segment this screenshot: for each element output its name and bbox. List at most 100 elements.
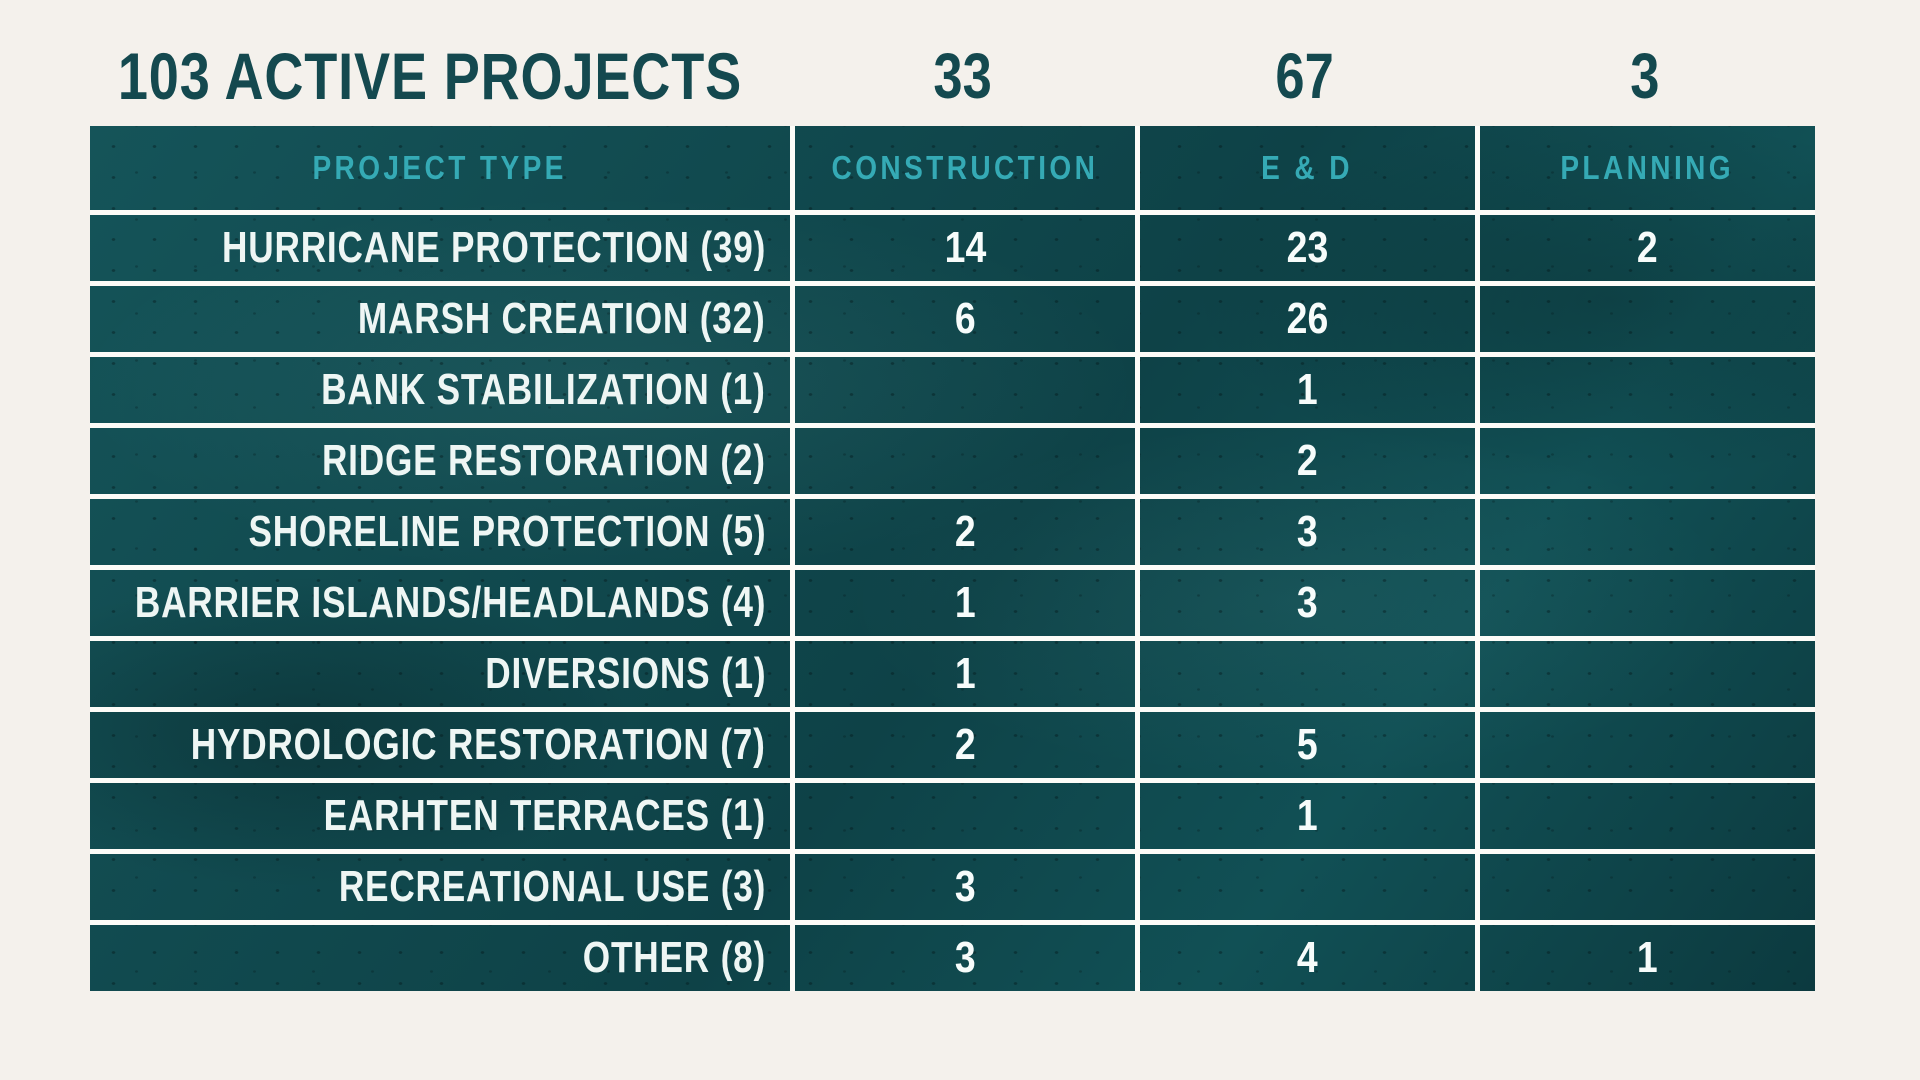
planning-value-cell: 2	[1475, 215, 1815, 281]
construction-value-cell: 2	[790, 499, 1135, 565]
row-label: EARHTEN TERRACES (1)	[323, 791, 766, 840]
planning-value-cell	[1475, 499, 1815, 565]
e-and-d-value: 23	[1286, 223, 1329, 272]
table-row: RECREATIONAL USE (3) 3	[90, 849, 1815, 920]
row-label-cell: SHORELINE PROTECTION (5)	[90, 499, 790, 565]
e-and-d-value: 5	[1297, 720, 1318, 769]
construction-total-cell: 33	[790, 39, 1135, 113]
construction-value: 1	[954, 578, 976, 627]
row-label: RECREATIONAL USE (3)	[338, 862, 766, 911]
e-and-d-value: 2	[1297, 436, 1318, 485]
row-label-cell: BARRIER ISLANDS/HEADLANDS (4)	[90, 570, 790, 636]
e-and-d-total-cell: 67	[1135, 39, 1475, 113]
planning-value-cell	[1475, 357, 1815, 423]
construction-value-cell: 2	[790, 712, 1135, 778]
construction-value-cell: 1	[790, 570, 1135, 636]
title-band: 103 ACTIVE PROJECTS 33 67 3	[90, 34, 1815, 118]
column-header-e-and-d: E & D	[1135, 126, 1475, 210]
row-label-cell: RIDGE RESTORATION (2)	[90, 428, 790, 494]
e-and-d-value-cell: 5	[1135, 712, 1475, 778]
row-label: HYDROLOGIC RESTORATION (7)	[191, 720, 766, 769]
e-and-d-value-cell	[1135, 641, 1475, 707]
row-label-cell: HURRICANE PROTECTION (39)	[90, 215, 790, 281]
e-and-d-value: 3	[1297, 507, 1318, 556]
table-row: SHORELINE PROTECTION (5) 2 3	[90, 494, 1815, 565]
column-header-construction: CONSTRUCTION	[790, 126, 1135, 210]
table-row: DIVERSIONS (1) 1	[90, 636, 1815, 707]
table-row: BARRIER ISLANDS/HEADLANDS (4) 1 3	[90, 565, 1815, 636]
construction-value-cell	[790, 357, 1135, 423]
e-and-d-value-cell: 23	[1135, 215, 1475, 281]
column-header-project-type-label: PROJECT TYPE	[312, 149, 568, 186]
e-and-d-value: 1	[1297, 365, 1318, 414]
construction-value-cell: 6	[790, 286, 1135, 352]
construction-value: 2	[954, 720, 976, 769]
e-and-d-value-cell: 2	[1135, 428, 1475, 494]
planning-value-cell	[1475, 712, 1815, 778]
e-and-d-value: 3	[1297, 578, 1318, 627]
e-and-d-value-cell: 26	[1135, 286, 1475, 352]
planning-total: 3	[1630, 40, 1660, 112]
planning-value: 2	[1637, 223, 1658, 272]
row-label: RIDGE RESTORATION (2)	[322, 436, 766, 485]
table-row: RIDGE RESTORATION (2) 2	[90, 423, 1815, 494]
planning-value-cell: 1	[1475, 925, 1815, 991]
planning-value: 1	[1637, 933, 1658, 982]
planning-value-cell	[1475, 783, 1815, 849]
table-row: HURRICANE PROTECTION (39) 14 23 2	[90, 210, 1815, 281]
e-and-d-value-cell	[1135, 854, 1475, 920]
e-and-d-value-cell: 1	[1135, 783, 1475, 849]
column-header-planning: PLANNING	[1475, 126, 1815, 210]
planning-value-cell	[1475, 641, 1815, 707]
e-and-d-value-cell: 3	[1135, 499, 1475, 565]
row-label-cell: EARHTEN TERRACES (1)	[90, 783, 790, 849]
table-row: HYDROLOGIC RESTORATION (7) 2 5	[90, 707, 1815, 778]
construction-value: 6	[954, 294, 976, 343]
page-title-cell: 103 ACTIVE PROJECTS	[90, 38, 790, 114]
row-label-cell: OTHER (8)	[90, 925, 790, 991]
construction-total: 33	[933, 40, 992, 112]
e-and-d-value-cell: 3	[1135, 570, 1475, 636]
planning-value-cell	[1475, 570, 1815, 636]
row-label: OTHER (8)	[582, 933, 766, 982]
row-label-cell: MARSH CREATION (32)	[90, 286, 790, 352]
planning-value-cell	[1475, 286, 1815, 352]
planning-total-cell: 3	[1475, 39, 1815, 113]
planning-value-cell	[1475, 854, 1815, 920]
row-label-cell: RECREATIONAL USE (3)	[90, 854, 790, 920]
page-title: 103 ACTIVE PROJECTS	[117, 39, 743, 113]
row-label-cell: DIVERSIONS (1)	[90, 641, 790, 707]
e-and-d-value: 4	[1297, 933, 1318, 982]
construction-value-cell: 1	[790, 641, 1135, 707]
row-label: MARSH CREATION (32)	[358, 294, 766, 343]
construction-value-cell: 14	[790, 215, 1135, 281]
table-row: EARHTEN TERRACES (1) 1	[90, 778, 1815, 849]
column-header-e-and-d-label: E & D	[1261, 149, 1354, 186]
table-body: HURRICANE PROTECTION (39) 14 23 2 MARSH CREA…	[90, 210, 1815, 991]
row-label: BANK STABILIZATION (1)	[321, 365, 766, 414]
column-header-project-type: PROJECT TYPE	[90, 126, 790, 210]
construction-value-cell	[790, 428, 1135, 494]
planning-value-cell	[1475, 428, 1815, 494]
row-label-cell: HYDROLOGIC RESTORATION (7)	[90, 712, 790, 778]
table-row: OTHER (8) 3 4 1	[90, 920, 1815, 991]
construction-value: 14	[944, 223, 986, 272]
row-label: HURRICANE PROTECTION (39)	[221, 223, 766, 272]
construction-value: 1	[954, 649, 976, 698]
column-header-construction-label: CONSTRUCTION	[831, 149, 1099, 186]
construction-value-cell: 3	[790, 854, 1135, 920]
e-and-d-value-cell: 4	[1135, 925, 1475, 991]
e-and-d-value-cell: 1	[1135, 357, 1475, 423]
row-label: SHORELINE PROTECTION (5)	[248, 507, 766, 556]
construction-value: 3	[954, 862, 976, 911]
construction-value-cell	[790, 783, 1135, 849]
row-label-cell: BANK STABILIZATION (1)	[90, 357, 790, 423]
e-and-d-value: 26	[1286, 294, 1329, 343]
table-row: BANK STABILIZATION (1) 1	[90, 352, 1815, 423]
row-label: BARRIER ISLANDS/HEADLANDS (4)	[134, 578, 766, 627]
construction-value: 2	[954, 507, 976, 556]
e-and-d-total: 67	[1275, 40, 1335, 112]
construction-value-cell: 3	[790, 925, 1135, 991]
column-header-planning-label: PLANNING	[1560, 149, 1735, 186]
